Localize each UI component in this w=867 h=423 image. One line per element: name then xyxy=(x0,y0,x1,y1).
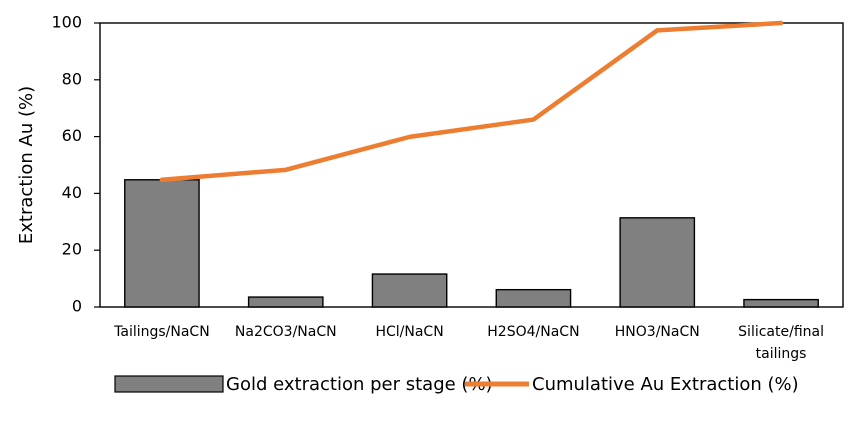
y-tick-label: 0 xyxy=(72,297,82,316)
x-tick-label: HNO3/NaCN xyxy=(615,324,700,340)
bar xyxy=(124,179,200,308)
y-tick-label: 100 xyxy=(51,13,82,32)
bar xyxy=(371,273,448,308)
x-tick-label: tailings xyxy=(756,346,807,362)
bar xyxy=(247,296,324,308)
bar xyxy=(743,298,819,308)
x-tick-label: Na2CO3/NaCN xyxy=(235,324,337,340)
y-tick-label: 60 xyxy=(62,126,82,145)
plot-frame xyxy=(99,22,844,308)
legend-label-line: Cumulative Au Extraction (%) xyxy=(532,374,799,395)
line-series xyxy=(159,20,784,183)
x-tick-label: Tailings/NaCN xyxy=(113,324,210,340)
legend-swatch-bars xyxy=(114,375,224,393)
legend: Gold extraction per stage (%) Cumulative… xyxy=(114,374,799,395)
y-axis-label: Extraction Au (%) xyxy=(16,86,37,244)
bar xyxy=(495,288,572,308)
bar xyxy=(619,217,696,308)
x-tick-label: HCl/NaCN xyxy=(375,324,443,340)
legend-label-bars: Gold extraction per stage (%) xyxy=(226,374,493,395)
y-tick-labels: 0 20 40 60 80 100 xyxy=(51,13,100,316)
bar-series xyxy=(124,179,819,308)
y-tick-label: 40 xyxy=(62,183,82,202)
plot-axes xyxy=(99,22,844,308)
y-tick-label: 20 xyxy=(62,240,82,259)
x-tick-label: Silicate/final xyxy=(738,324,824,340)
x-tick-labels: Tailings/NaCN Na2CO3/NaCN HCl/NaCN H2SO4/Na… xyxy=(113,324,824,362)
y-tick-label: 80 xyxy=(62,69,82,88)
x-tick-label: H2SO4/NaCN xyxy=(487,324,579,340)
cumulative-line xyxy=(159,20,784,183)
